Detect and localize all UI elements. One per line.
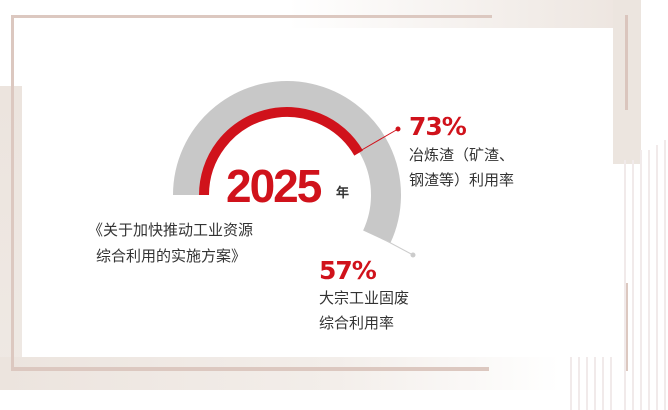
decor-stripe [578, 357, 580, 410]
target-year: 2025 [226, 160, 322, 212]
decor-stripe [640, 150, 642, 410]
metric-value-solid-waste: 57% [319, 256, 377, 285]
decor-stripe [586, 357, 588, 410]
frame-left [11, 15, 14, 371]
frame-bottom [11, 367, 489, 371]
decor-stripe [656, 145, 658, 410]
frame-right-bottom [625, 283, 628, 371]
frame-right-top [625, 15, 628, 110]
decor-stripe [664, 140, 666, 410]
decor-stripe [602, 357, 604, 410]
leader-line-73 [359, 128, 399, 152]
decor-stripe [648, 150, 650, 410]
content-panel [22, 28, 613, 357]
metric-label-solid-waste-2: 综合利用率 [319, 314, 395, 332]
policy-title-line-1: 《关于加快推动工业资源 [88, 221, 254, 239]
frame-top [11, 15, 492, 18]
decor-stripe [624, 160, 626, 410]
metric-label-solid-waste-1: 大宗工业固废 [319, 289, 410, 307]
gauge-value-arc [199, 107, 363, 196]
leader-dot-57 [410, 252, 416, 258]
decor-stripe [594, 357, 596, 410]
decor-stripe [610, 357, 612, 410]
metric-label-slag-1: 冶炼渣（矿渣、 [409, 146, 515, 164]
policy-title-line-2: 综合利用的实施方案》 [96, 247, 247, 265]
year-unit: 年 [336, 186, 350, 201]
metric-value-slag: 73% [409, 112, 467, 141]
decor-stripe [570, 357, 572, 410]
decor-band-top [0, 0, 641, 28]
leader-line-57 [384, 239, 414, 256]
leader-dot-73 [395, 126, 401, 132]
gauge-track-arc [173, 81, 401, 244]
decor-band-bottom [0, 357, 560, 390]
decor-stripe [632, 160, 634, 410]
metric-label-slag-2: 钢渣等）利用率 [409, 171, 515, 189]
